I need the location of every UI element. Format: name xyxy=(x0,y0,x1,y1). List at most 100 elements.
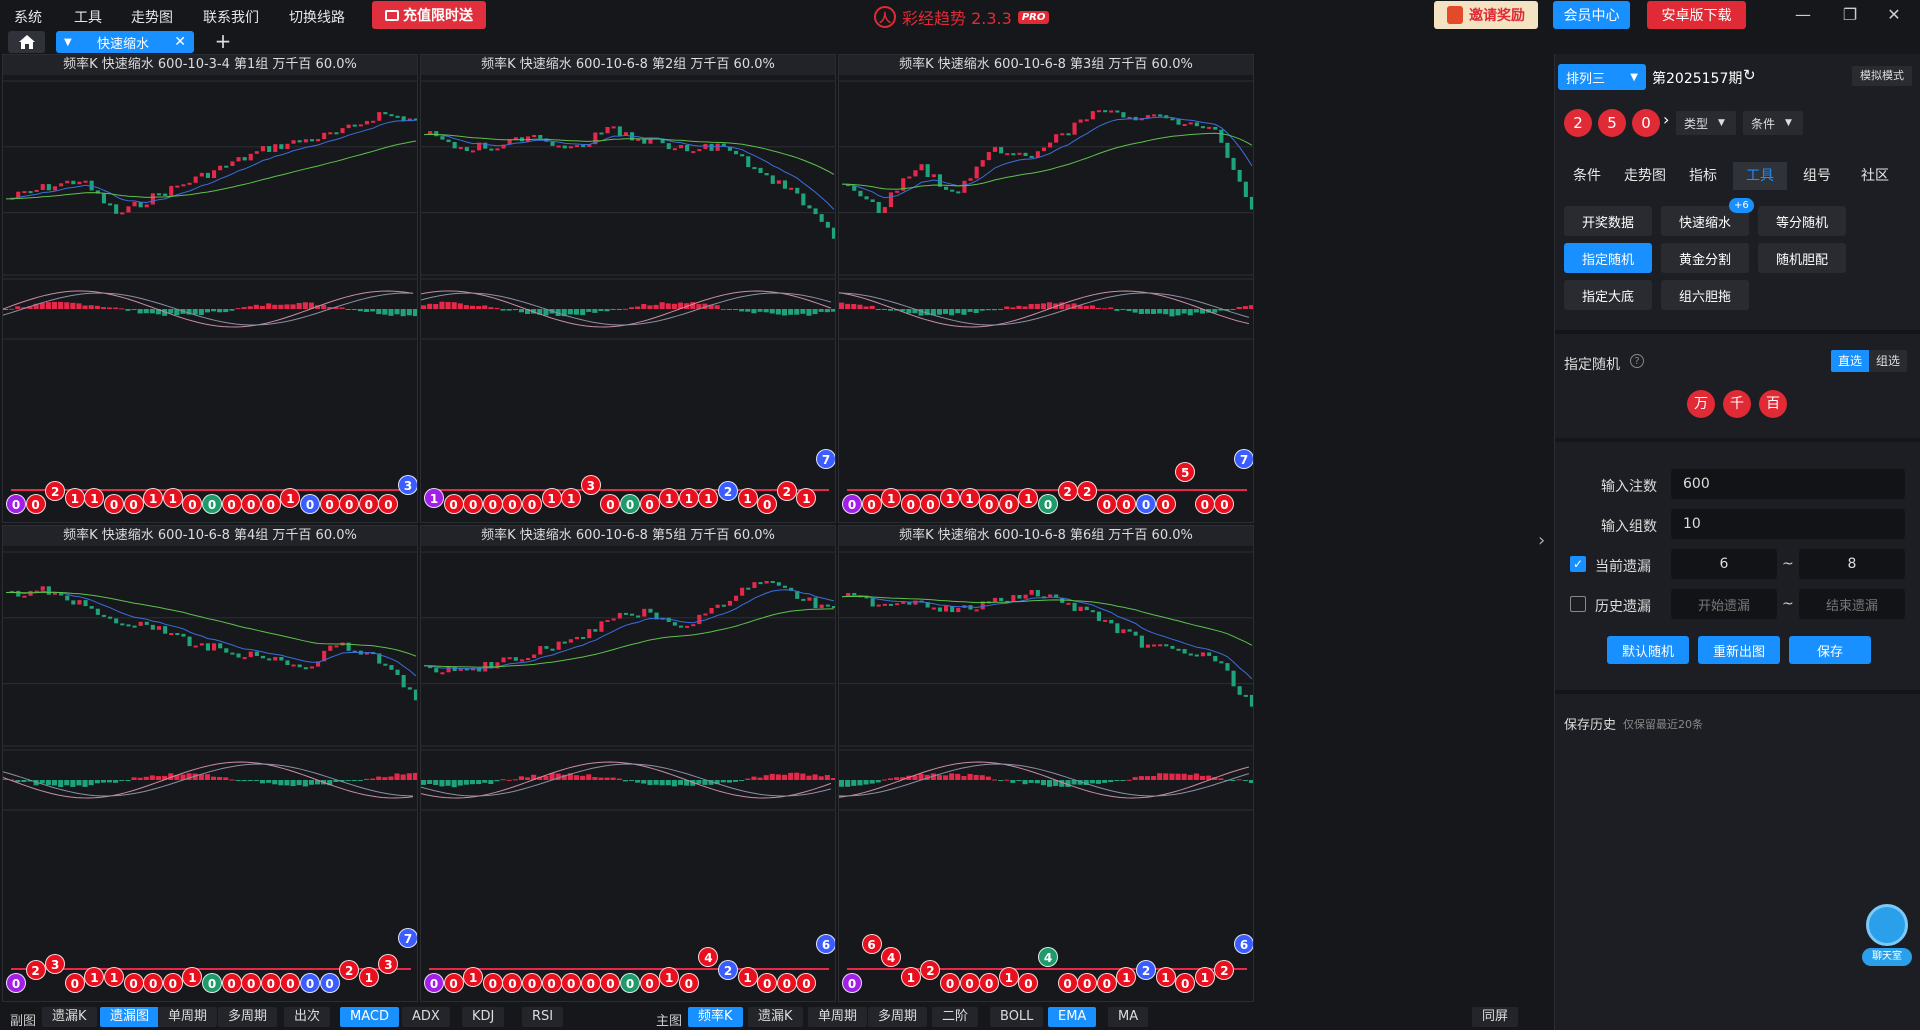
candle xyxy=(1054,134,1059,143)
position-bai[interactable]: 百 xyxy=(1759,390,1787,418)
macd-bar xyxy=(284,780,290,786)
tool-golden-split[interactable]: 黄金分割 xyxy=(1661,243,1749,273)
sub-btn-out-count[interactable]: 出次 xyxy=(284,1007,331,1027)
sync-screen-button[interactable]: 同屏 xyxy=(1472,1007,1519,1027)
invite-label: 邀请奖励 xyxy=(1469,8,1525,24)
sub-btn-single-period[interactable]: 单周期 xyxy=(158,1007,218,1027)
main-btn-second-order[interactable]: 二阶 xyxy=(932,1007,979,1027)
macd-bar xyxy=(469,305,475,309)
tab-indicators[interactable]: 指标 xyxy=(1689,168,1717,184)
home-tab[interactable] xyxy=(8,31,45,53)
tab-community[interactable]: 社区 xyxy=(1861,168,1889,184)
position-qian[interactable]: 千 xyxy=(1723,390,1751,418)
tab-conditions[interactable]: 条件 xyxy=(1573,168,1601,184)
bets-input[interactable]: 600 xyxy=(1671,469,1905,499)
mode-group-button[interactable]: 组选 xyxy=(1869,350,1907,372)
candle xyxy=(34,590,39,593)
main-btn-freq-k[interactable]: 频率K xyxy=(688,1007,743,1027)
restore-icon[interactable]: ❐ xyxy=(1842,5,1858,24)
tab-tools[interactable]: 工具 xyxy=(1733,162,1787,190)
macd-bar xyxy=(775,309,781,315)
redraw-button[interactable]: 重新出图 xyxy=(1698,636,1780,664)
sub-btn-multi-period[interactable]: 多周期 xyxy=(218,1007,278,1027)
current-miss-to[interactable]: 8 xyxy=(1799,549,1905,579)
invite-button[interactable]: 邀请奖励 xyxy=(1434,1,1538,29)
panel-title: 频率K 快速缩水 600-10-6-8 第5组 万千百 60.0% xyxy=(421,526,835,546)
bets-label: 输入注数 xyxy=(1601,479,1657,495)
macd-bar xyxy=(1212,309,1218,313)
type-select[interactable]: 类型 ▼ xyxy=(1676,111,1736,135)
miss-ball: 0 xyxy=(842,973,862,993)
macd-bar xyxy=(1065,304,1071,309)
collapse-sidebar-icon[interactable]: › xyxy=(1538,530,1546,551)
macd-bar xyxy=(629,780,635,781)
macd-bar xyxy=(635,780,641,783)
groups-input[interactable]: 10 xyxy=(1671,509,1905,539)
help-icon[interactable]: ? xyxy=(1630,354,1644,368)
minimize-icon[interactable]: — xyxy=(1795,5,1811,24)
main-btn-ema[interactable]: EMA xyxy=(1048,1007,1097,1027)
lottery-value: 排列三 xyxy=(1566,71,1606,87)
tab-group-numbers[interactable]: 组号 xyxy=(1803,168,1831,184)
sub-btn-kdj[interactable]: KDJ xyxy=(462,1007,505,1027)
mode-direct-button[interactable]: 直选 xyxy=(1831,350,1869,372)
sub-btn-adx[interactable]: ADX xyxy=(402,1007,450,1027)
tool-equal-random[interactable]: 等分随机 xyxy=(1758,206,1846,236)
tool-lottery-data[interactable]: 开奖数据 xyxy=(1564,206,1652,236)
tool-specified-base[interactable]: 指定大底 xyxy=(1564,280,1652,310)
sub-btn-macd[interactable]: MACD xyxy=(340,1007,399,1027)
miss-ball: 1 xyxy=(143,487,164,508)
member-center-button[interactable]: 会员中心 xyxy=(1553,1,1630,29)
condition-select[interactable]: 条件 ▼ xyxy=(1743,111,1803,135)
current-miss-checkbox[interactable]: ✓ xyxy=(1570,556,1586,572)
miss-ball: 0 xyxy=(241,973,262,993)
menu-trend[interactable]: 走势图 xyxy=(131,10,173,26)
sub-btn-miss-chart[interactable]: 遗漏图 xyxy=(100,1007,160,1027)
android-download-button[interactable]: 安卓版下载 xyxy=(1647,1,1746,29)
sub-btn-rsi[interactable]: RSI xyxy=(522,1007,564,1027)
position-wan[interactable]: 万 xyxy=(1687,390,1715,418)
candle xyxy=(89,180,94,191)
default-random-button[interactable]: 默认随机 xyxy=(1607,636,1689,664)
macd-bar xyxy=(266,780,272,783)
close-window-icon[interactable]: ✕ xyxy=(1887,5,1901,24)
menu-tools[interactable]: 工具 xyxy=(74,10,102,26)
candle xyxy=(1133,631,1138,636)
main-btn-ma[interactable]: MA xyxy=(1108,1007,1149,1027)
tool-group6-drag[interactable]: 组六胆拖 xyxy=(1661,280,1749,310)
menu-switch-line[interactable]: 切换线路 xyxy=(289,10,345,26)
tool-specified-random[interactable]: 指定随机 xyxy=(1564,243,1652,273)
tab-trend[interactable]: 走势图 xyxy=(1624,168,1666,184)
candle xyxy=(1060,133,1065,136)
main-btn-multi-period[interactable]: 多周期 xyxy=(868,1007,928,1027)
macd-bar xyxy=(690,302,696,309)
main-btn-single-period[interactable]: 单周期 xyxy=(808,1007,868,1027)
current-miss-from[interactable]: 6 xyxy=(1671,549,1777,579)
chevron-right-icon[interactable]: › xyxy=(1663,110,1670,129)
macd-bar xyxy=(1169,773,1175,780)
save-button[interactable]: 保存 xyxy=(1789,636,1871,664)
macd-bar xyxy=(604,777,610,780)
history-miss-end[interactable]: 结束遗漏 xyxy=(1799,589,1905,619)
lottery-select[interactable]: 排列三 ▼ xyxy=(1558,64,1646,90)
menu-system[interactable]: 系统 xyxy=(14,10,42,26)
close-tab-icon[interactable]: ✕ xyxy=(174,34,186,50)
candle xyxy=(273,144,278,152)
candle xyxy=(513,657,518,661)
main-btn-miss-k[interactable]: 遗漏K xyxy=(748,1007,803,1027)
sim-mode-button[interactable]: 模拟模式 xyxy=(1852,66,1912,86)
add-tab-icon[interactable]: + xyxy=(214,29,232,53)
tool-random-banker[interactable]: 随机胆配 xyxy=(1758,243,1846,273)
recharge-button[interactable]: 充值限时送 xyxy=(372,1,486,29)
history-miss-start[interactable]: 开始遗漏 xyxy=(1671,589,1777,619)
refresh-icon[interactable]: ↻ xyxy=(1743,66,1756,84)
chat-room-button[interactable]: 聊天室 xyxy=(1862,904,1912,970)
history-miss-checkbox[interactable] xyxy=(1570,596,1586,612)
macd-bar xyxy=(806,775,812,780)
menu-contact[interactable]: 联系我们 xyxy=(203,10,259,26)
candle xyxy=(389,114,394,117)
main-btn-boll[interactable]: BOLL xyxy=(990,1007,1044,1027)
sub-btn-miss-k[interactable]: 遗漏K xyxy=(42,1007,97,1027)
tab-quick-shrink[interactable]: ▼ 快速缩水 ✕ xyxy=(56,31,194,53)
macd-bar xyxy=(863,780,869,785)
